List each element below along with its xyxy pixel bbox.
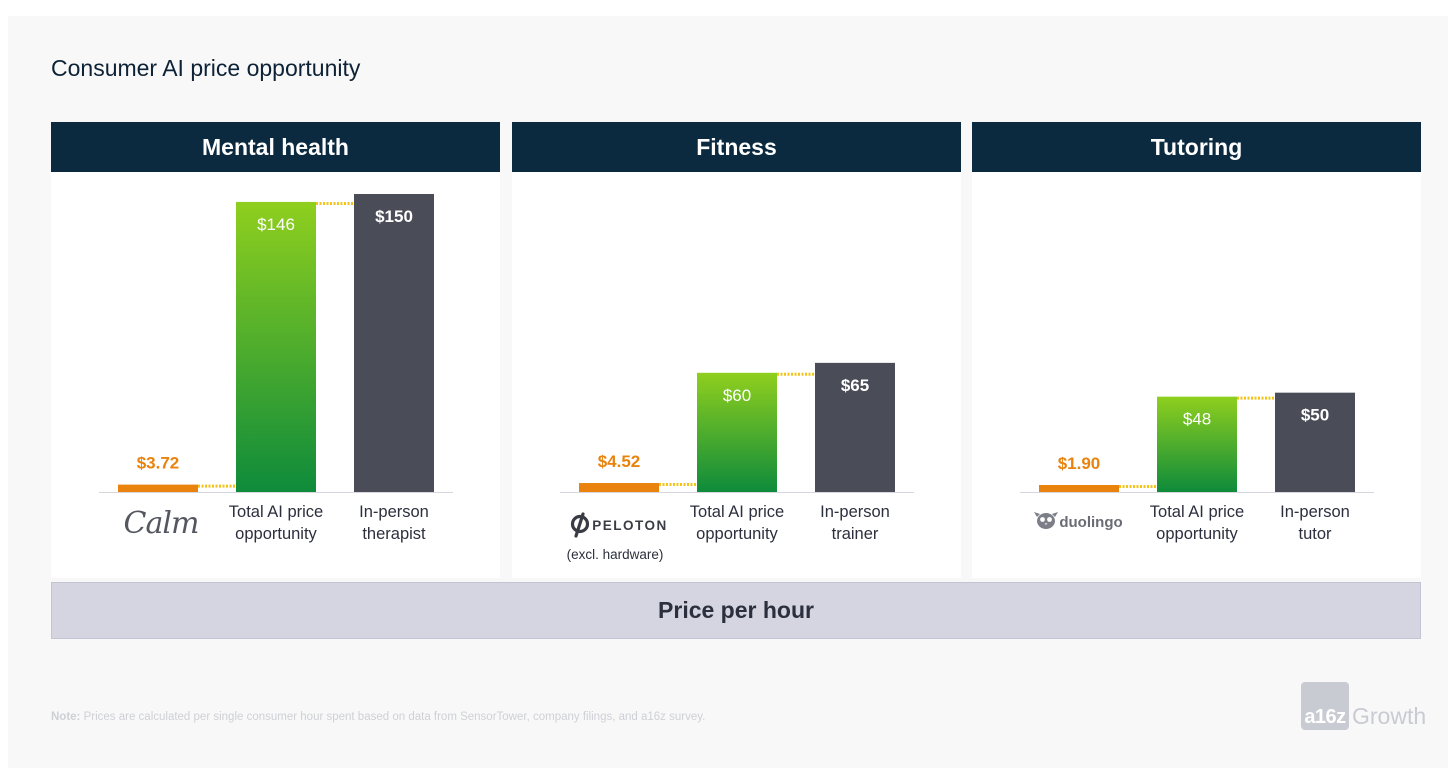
bar-ai-opportunity <box>1157 396 1237 492</box>
data-label: $65 <box>841 376 869 395</box>
bar-app <box>579 483 659 492</box>
bar-in-person <box>1275 392 1355 492</box>
category-label: opportunity <box>235 525 317 543</box>
footnote: Note: Prices are calculated per single c… <box>51 711 705 723</box>
category-label: In-person <box>820 503 890 521</box>
category-label: opportunity <box>696 525 778 543</box>
peloton-icon <box>570 512 590 538</box>
panel-tutoring: Tutoring $1.90 $48 $50 Total AI price opport… <box>972 122 1421 578</box>
footnote-label: Note: <box>51 711 81 723</box>
bar-app <box>1039 485 1119 492</box>
category-label: therapist <box>362 525 426 543</box>
category-label: In-person <box>359 503 429 521</box>
bar-chart-mental-health: $3.72 $146 $150 Total AI price opportunity In… <box>99 194 453 543</box>
data-label: $48 <box>1183 410 1211 429</box>
a16z-growth-logo: a16z Growth <box>1301 682 1426 730</box>
category-label: Total AI price <box>229 503 323 521</box>
a16z-logo-box: a16z <box>1301 682 1349 730</box>
data-label: $1.90 <box>1058 454 1101 473</box>
page-title: Consumer AI price opportunity <box>51 55 361 81</box>
bar-ai-opportunity <box>697 372 777 492</box>
bar-ai-opportunity <box>236 201 316 492</box>
x-axis-footer-label: Price per hour <box>51 582 1421 639</box>
category-label: Total AI price <box>690 503 784 521</box>
data-label: $4.52 <box>598 452 641 471</box>
calm-logo: Calm <box>124 506 199 541</box>
data-label: $50 <box>1301 406 1329 425</box>
footnote-text: Prices are calculated per single consume… <box>80 711 706 723</box>
category-label: opportunity <box>1156 525 1238 543</box>
growth-wordmark: Growth <box>1352 703 1427 729</box>
category-label: In-person <box>1280 503 1350 521</box>
bar-in-person <box>354 194 434 492</box>
category-label: trainer <box>832 525 879 543</box>
data-label: $150 <box>375 207 413 226</box>
bar-in-person <box>815 362 895 492</box>
duolingo-logo-text: duolingo <box>1059 514 1122 531</box>
data-label: $60 <box>723 386 751 405</box>
panel-header: Tutoring <box>972 122 1421 172</box>
bar-app <box>118 484 198 492</box>
panel-header: Fitness <box>512 122 961 172</box>
peloton-logo-text: PELOTON <box>592 518 668 533</box>
panel-mental-health: Mental health $3.72 $146 $150 Total AI pric… <box>51 122 500 578</box>
category-label: Total AI price <box>1150 503 1244 521</box>
peloton-sublabel: (excl. hardware) <box>567 547 664 562</box>
data-label: $3.72 <box>137 454 180 473</box>
duolingo-owl-icon <box>1034 512 1058 529</box>
category-label: tutor <box>1298 525 1332 543</box>
bar-chart-tutoring: $1.90 $48 $50 Total AI price opportunity In-p… <box>1020 392 1374 543</box>
panel-header: Mental health <box>51 122 500 172</box>
data-label: $146 <box>257 215 295 234</box>
bar-chart-fitness: $4.52 $60 $65 Total AI price opportunity In-p… <box>560 362 914 562</box>
panel-fitness: Fitness $4.52 $60 $65 Total AI price opportu… <box>512 122 961 578</box>
